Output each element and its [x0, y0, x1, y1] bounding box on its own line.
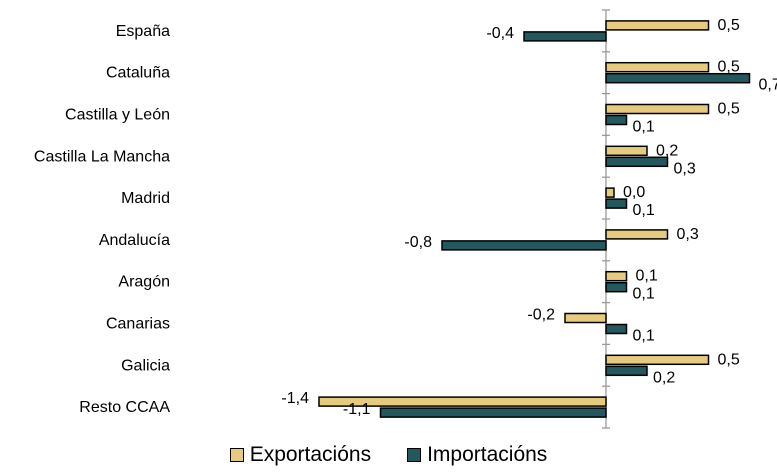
legend-swatch-importacions: [407, 448, 422, 462]
category-label: Resto CCAA: [79, 399, 170, 416]
bars: [318, 20, 751, 418]
category-label: Canarias: [106, 316, 170, 333]
bar-exportacions: [318, 396, 607, 407]
category-labels: España Cataluña Castilla y León Castilla La…: [34, 23, 170, 416]
category-label: España: [116, 23, 170, 40]
bar-exportacions: [605, 20, 710, 31]
data-label-exportacions: -1,4: [281, 390, 309, 407]
legend-swatch-exportacions: [229, 448, 244, 462]
data-label-importacions: 0,2: [653, 369, 675, 386]
data-label-importacions: -1,1: [343, 401, 371, 418]
legend: Exportacións Importacións: [0, 440, 777, 470]
data-label-exportacions: 0,2: [656, 142, 678, 159]
data-label-importacions: -0,4: [486, 25, 514, 42]
bar-exportacions: [564, 312, 607, 324]
data-label-exportacions: 0,5: [718, 17, 740, 34]
bar-importacions: [605, 365, 648, 377]
legend-item-exportacions: Exportacións: [229, 443, 372, 467]
data-label-importacions: -0,8: [404, 234, 432, 251]
legend-label-importacions: Importacións: [427, 443, 548, 466]
category-label: Cataluña: [106, 65, 170, 82]
bar-importacions: [441, 240, 607, 251]
data-label-importacions: 0,1: [633, 202, 655, 219]
bar-exportacions: [605, 103, 710, 115]
bar-chart: España Cataluña Castilla y León Castilla La…: [34, 9, 777, 429]
data-label-importacions: 0,3: [674, 160, 696, 177]
data-label-importacions: 0,1: [633, 286, 655, 303]
data-label-exportacions: 0,0: [623, 184, 645, 201]
data-label-exportacions: 0,5: [718, 101, 740, 118]
bar-importacions: [605, 323, 628, 335]
bar-importacions: [379, 407, 607, 418]
category-label: Madrid: [121, 190, 170, 207]
category-label: Andalucía: [99, 232, 170, 249]
data-label-exportacions: 0,5: [718, 59, 740, 76]
bar-importacions: [605, 72, 751, 84]
category-label: Galicia: [121, 357, 170, 374]
bar-exportacions: [605, 229, 669, 240]
data-label-importacions: 0,7: [759, 77, 777, 94]
data-label-importacions: 0,1: [633, 328, 655, 345]
bar-importacions: [605, 114, 628, 126]
category-label: Aragón: [118, 274, 170, 291]
bar-exportacions: [605, 145, 648, 157]
data-label-importacions: 0,1: [633, 119, 655, 136]
bar-importacions: [523, 31, 607, 42]
bar-importacions: [605, 198, 628, 209]
bar-importacions: [605, 281, 628, 293]
bar-exportacions: [605, 270, 628, 282]
data-label-exportacions: 0,3: [677, 226, 699, 243]
bar-importacions: [605, 156, 669, 168]
data-label-exportacions: -0,2: [527, 307, 555, 324]
category-label: Castilla y León: [65, 107, 170, 124]
data-label-exportacions: 0,1: [636, 268, 658, 285]
bar-exportacions: [605, 61, 710, 73]
data-labels: 0,5-0,40,50,70,50,10,20,30,00,10,3-0,80,…: [281, 17, 777, 418]
bar-exportacions: [605, 354, 710, 366]
data-label-exportacions: 0,5: [718, 351, 740, 368]
value-axis: [602, 9, 610, 429]
category-label: Castilla La Mancha: [34, 148, 170, 165]
legend-label-exportacions: Exportacións: [249, 443, 372, 466]
bar-exportacions: [605, 187, 615, 198]
legend-item-importacions: Importacións: [407, 443, 547, 467]
